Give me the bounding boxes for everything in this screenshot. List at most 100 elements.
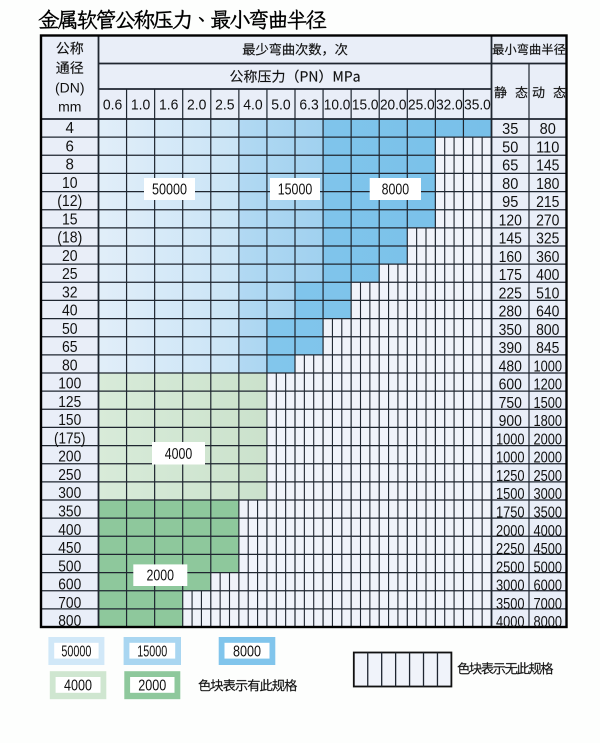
- svg-text:6.3: 6.3: [299, 97, 318, 114]
- svg-text:350: 350: [499, 322, 522, 339]
- svg-text:215: 215: [536, 194, 559, 211]
- svg-text:1.6: 1.6: [159, 97, 178, 114]
- svg-text:2000: 2000: [496, 523, 525, 540]
- svg-text:6: 6: [66, 138, 74, 155]
- svg-text:1750: 1750: [496, 504, 525, 521]
- svg-text:4500: 4500: [533, 541, 562, 558]
- svg-text:160: 160: [499, 249, 522, 266]
- svg-text:15000: 15000: [278, 182, 313, 199]
- svg-text:20.0: 20.0: [380, 97, 407, 114]
- svg-text:4000: 4000: [165, 446, 193, 463]
- svg-text:50: 50: [62, 321, 78, 338]
- svg-text:480: 480: [499, 358, 522, 375]
- svg-text:2000: 2000: [147, 568, 175, 585]
- svg-text:2000: 2000: [138, 678, 166, 695]
- svg-text:640: 640: [536, 304, 559, 321]
- svg-text:250: 250: [58, 467, 81, 484]
- svg-text:800: 800: [536, 322, 559, 339]
- svg-text:1000: 1000: [533, 358, 562, 375]
- svg-text:180: 180: [536, 176, 559, 193]
- svg-text:1250: 1250: [496, 468, 525, 485]
- svg-text:8: 8: [66, 157, 74, 174]
- svg-text:125: 125: [58, 394, 81, 411]
- svg-text:35: 35: [502, 121, 518, 138]
- svg-text:80: 80: [540, 121, 556, 138]
- svg-text:600: 600: [499, 377, 522, 394]
- svg-text:150: 150: [58, 412, 81, 429]
- svg-text:3500: 3500: [533, 504, 562, 521]
- svg-text:50000: 50000: [61, 643, 91, 660]
- svg-text:200: 200: [58, 449, 81, 466]
- svg-text:600: 600: [58, 577, 81, 594]
- svg-text:32: 32: [62, 284, 78, 301]
- svg-text:280: 280: [499, 304, 522, 321]
- svg-text:3000: 3000: [496, 578, 525, 595]
- svg-text:(175): (175): [54, 430, 86, 447]
- svg-text:15.0: 15.0: [352, 97, 379, 114]
- svg-text:8000: 8000: [382, 182, 410, 199]
- svg-text:4000: 4000: [496, 614, 525, 631]
- svg-text:25: 25: [62, 266, 78, 283]
- svg-text:325: 325: [536, 231, 559, 248]
- svg-text:50000: 50000: [152, 182, 187, 199]
- svg-text:750: 750: [499, 395, 522, 412]
- svg-text:(12): (12): [57, 193, 82, 210]
- svg-text:80: 80: [502, 176, 518, 193]
- svg-text:500: 500: [58, 558, 81, 575]
- svg-text:32.0: 32.0: [436, 97, 463, 114]
- svg-text:(18): (18): [57, 230, 82, 247]
- svg-text:4.0: 4.0: [243, 97, 262, 114]
- svg-text:35.0: 35.0: [464, 97, 491, 114]
- svg-text:25.0: 25.0: [408, 97, 435, 114]
- svg-text:700: 700: [58, 595, 81, 612]
- svg-text:350: 350: [58, 503, 81, 520]
- svg-text:1200: 1200: [533, 377, 562, 394]
- svg-text:4: 4: [66, 120, 75, 137]
- svg-text:270: 270: [536, 212, 559, 229]
- svg-text:mm: mm: [58, 99, 81, 115]
- svg-text:8000: 8000: [233, 643, 261, 660]
- svg-text:1000: 1000: [496, 450, 525, 467]
- svg-text:(DN): (DN): [55, 80, 85, 96]
- svg-text:1500: 1500: [533, 395, 562, 412]
- svg-text:510: 510: [536, 285, 559, 302]
- svg-text:4000: 4000: [64, 678, 92, 695]
- svg-text:5000: 5000: [533, 559, 562, 576]
- svg-text:2000: 2000: [533, 450, 562, 467]
- svg-text:2.0: 2.0: [187, 97, 206, 114]
- svg-text:15000: 15000: [137, 643, 167, 660]
- svg-text:10.0: 10.0: [324, 97, 351, 114]
- svg-text:400: 400: [536, 267, 559, 284]
- svg-text:175: 175: [499, 267, 522, 284]
- svg-text:2500: 2500: [496, 559, 525, 576]
- svg-text:50: 50: [502, 139, 518, 156]
- svg-text:400: 400: [58, 522, 81, 539]
- svg-text:5.0: 5.0: [271, 97, 290, 114]
- svg-text:145: 145: [536, 158, 559, 175]
- svg-text:15: 15: [62, 211, 78, 228]
- svg-text:110: 110: [536, 139, 559, 156]
- svg-text:0.6: 0.6: [103, 97, 122, 114]
- svg-text:450: 450: [58, 540, 81, 557]
- svg-text:845: 845: [536, 340, 559, 357]
- svg-text:40: 40: [62, 303, 78, 320]
- svg-text:900: 900: [499, 413, 522, 430]
- svg-text:2.5: 2.5: [215, 97, 234, 114]
- svg-text:145: 145: [499, 231, 522, 248]
- svg-text:1800: 1800: [533, 413, 562, 430]
- svg-text:1000: 1000: [496, 431, 525, 448]
- svg-text:2250: 2250: [496, 541, 525, 558]
- svg-text:100: 100: [58, 376, 81, 393]
- svg-text:300: 300: [58, 485, 81, 502]
- svg-text:800: 800: [58, 613, 81, 630]
- svg-text:65: 65: [62, 339, 78, 356]
- svg-text:360: 360: [536, 249, 559, 266]
- svg-text:20: 20: [62, 248, 78, 265]
- svg-text:65: 65: [502, 158, 518, 175]
- svg-text:95: 95: [502, 194, 518, 211]
- svg-text:2000: 2000: [533, 431, 562, 448]
- svg-text:7000: 7000: [533, 596, 562, 613]
- svg-text:4000: 4000: [533, 523, 562, 540]
- svg-text:6000: 6000: [533, 578, 562, 595]
- svg-text:3000: 3000: [533, 486, 562, 503]
